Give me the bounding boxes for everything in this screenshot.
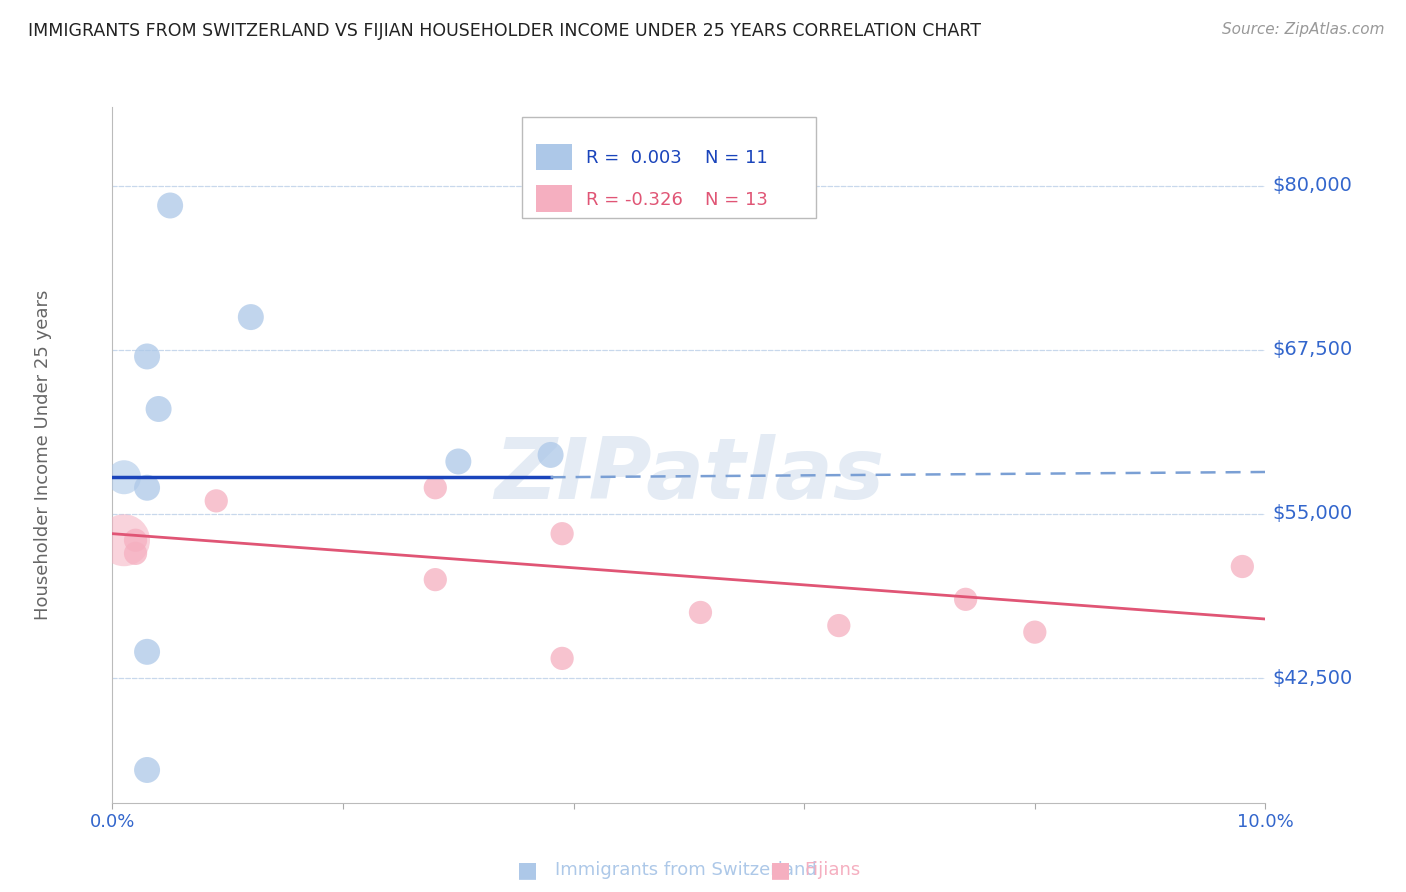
- FancyBboxPatch shape: [536, 186, 572, 212]
- Text: N = 11: N = 11: [704, 149, 768, 167]
- Text: $80,000: $80,000: [1272, 177, 1353, 195]
- Point: [425, 573, 447, 587]
- Text: R = -0.326: R = -0.326: [586, 191, 683, 209]
- Point: [124, 546, 146, 560]
- Text: $55,000: $55,000: [1272, 505, 1353, 524]
- Point: [1024, 625, 1046, 640]
- Point: [159, 198, 181, 212]
- Text: R =  0.003: R = 0.003: [586, 149, 682, 167]
- Text: ■: ■: [770, 860, 790, 880]
- Point: [955, 592, 977, 607]
- Point: [136, 645, 159, 659]
- Point: [551, 651, 574, 665]
- Text: $42,500: $42,500: [1272, 669, 1353, 688]
- Point: [1232, 559, 1254, 574]
- Point: [112, 533, 135, 548]
- Point: [828, 618, 851, 632]
- Text: IMMIGRANTS FROM SWITZERLAND VS FIJIAN HOUSEHOLDER INCOME UNDER 25 YEARS CORRELAT: IMMIGRANTS FROM SWITZERLAND VS FIJIAN HO…: [28, 22, 981, 40]
- Point: [551, 526, 574, 541]
- Point: [239, 310, 262, 324]
- Point: [124, 533, 146, 548]
- Point: [425, 481, 447, 495]
- Point: [540, 448, 562, 462]
- Point: [136, 350, 159, 364]
- Text: N = 13: N = 13: [704, 191, 768, 209]
- Point: [112, 470, 135, 484]
- Text: Fijians: Fijians: [804, 861, 860, 879]
- Point: [205, 494, 228, 508]
- FancyBboxPatch shape: [522, 118, 815, 219]
- Text: ZIPatlas: ZIPatlas: [494, 434, 884, 517]
- Point: [136, 481, 159, 495]
- Point: [689, 606, 711, 620]
- Text: Householder Income Under 25 years: Householder Income Under 25 years: [34, 290, 52, 620]
- Point: [447, 454, 470, 468]
- Text: Source: ZipAtlas.com: Source: ZipAtlas.com: [1222, 22, 1385, 37]
- Point: [148, 401, 170, 416]
- Text: ■: ■: [517, 860, 537, 880]
- FancyBboxPatch shape: [536, 144, 572, 170]
- Point: [136, 763, 159, 777]
- Text: Immigrants from Switzerland: Immigrants from Switzerland: [555, 861, 817, 879]
- Text: $67,500: $67,500: [1272, 341, 1353, 359]
